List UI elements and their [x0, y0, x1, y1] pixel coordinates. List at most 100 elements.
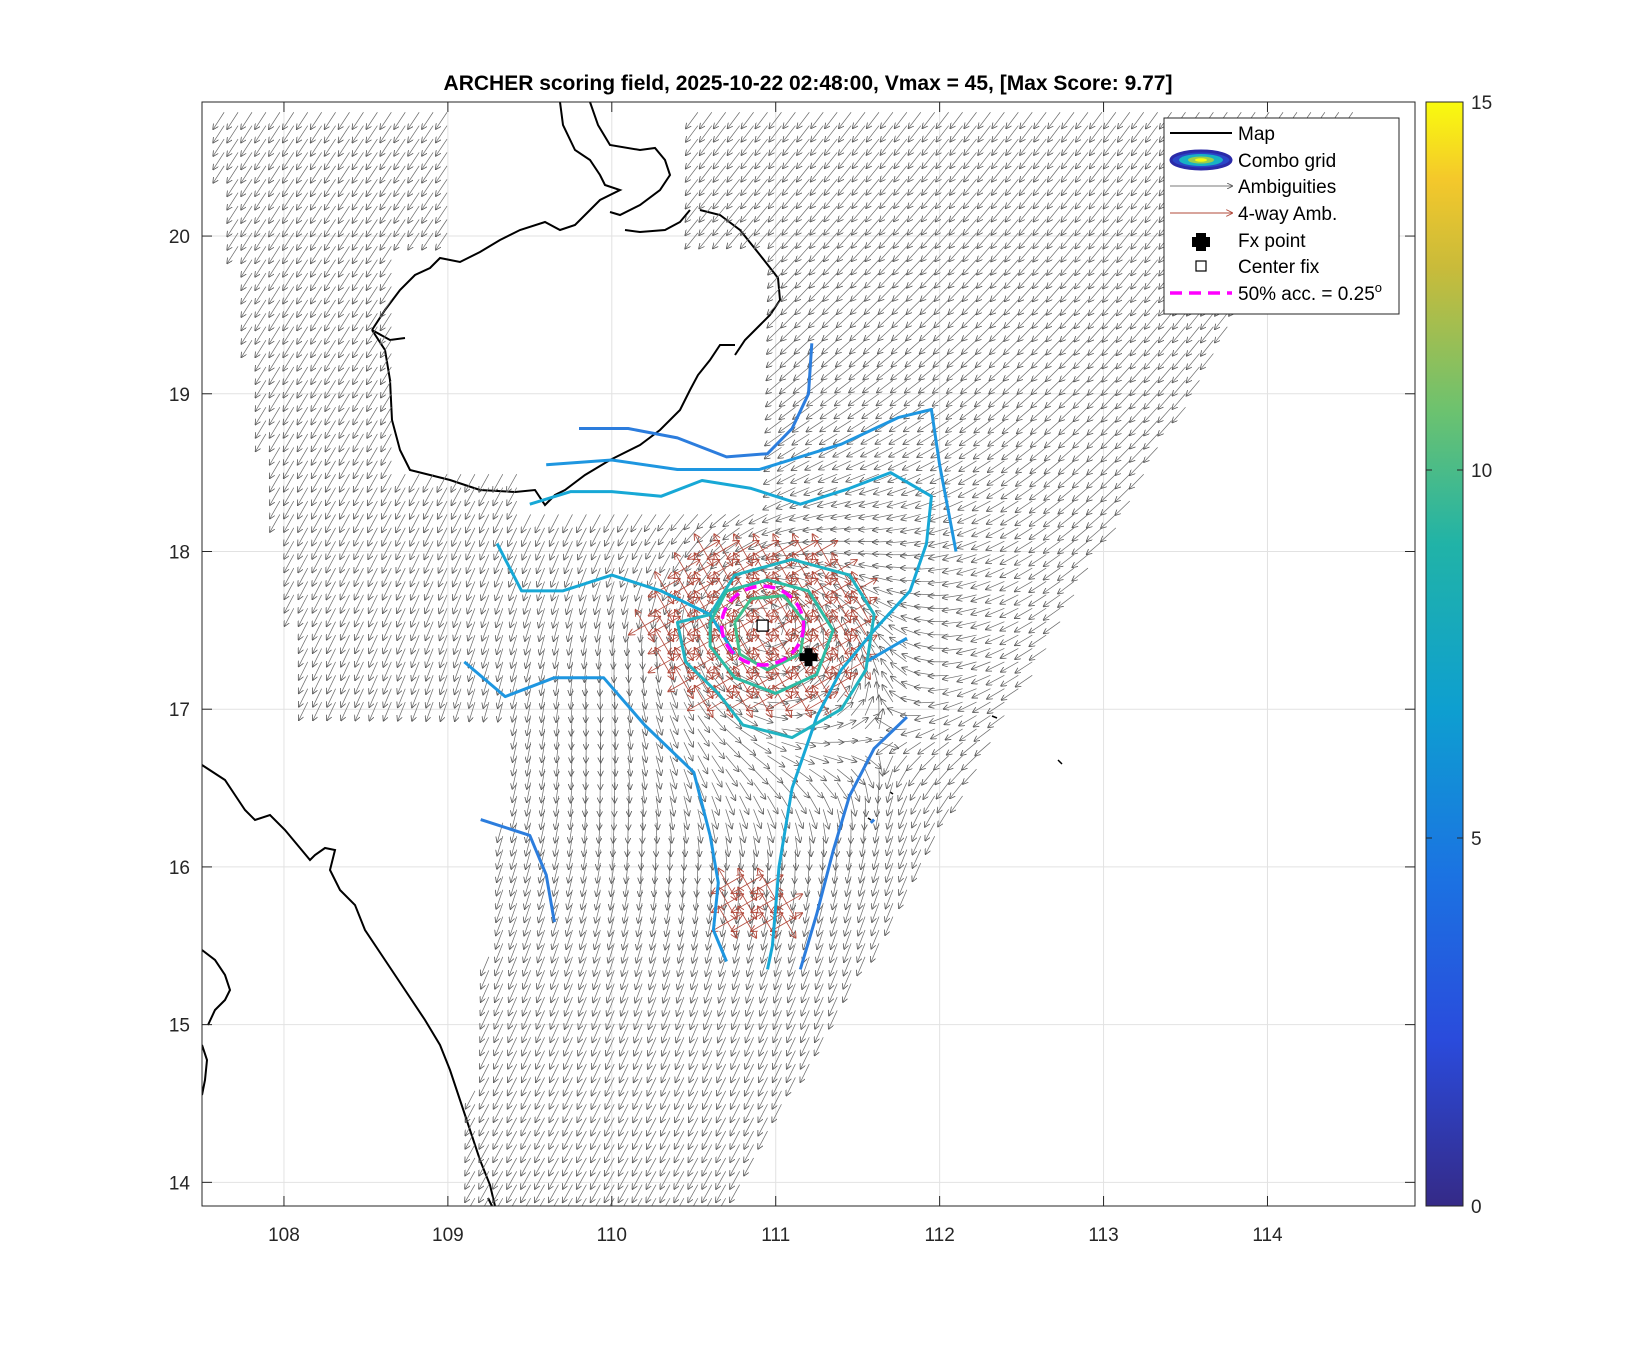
ambiguity-arrow: [759, 1077, 768, 1095]
ambiguity-arrow: [480, 1090, 490, 1109]
ambiguity-arrow: [689, 1063, 699, 1082]
ambiguity-arrow: [550, 1090, 559, 1109]
ambiguity-arrow: [494, 1090, 504, 1109]
ambiguity-arrow: [647, 1117, 657, 1136]
ambiguity-arrow: [537, 1010, 545, 1028]
ambiguity-arrow: [732, 996, 740, 1016]
ambiguity-arrow: [702, 1184, 713, 1202]
ambiguity-arrow: [647, 1077, 657, 1095]
ambiguity-arrow: [578, 1050, 587, 1069]
ambiguity-arrow: [565, 1010, 573, 1028]
ambiguity-arrow: [619, 1104, 629, 1122]
ambiguity-arrow: [619, 1117, 629, 1136]
ambiguity-arrow: [550, 1050, 559, 1069]
ambiguity-arrow: [523, 1010, 531, 1028]
ambiguity-arrow: [786, 1077, 796, 1095]
legend-combo-label: Combo grid: [1238, 151, 1336, 172]
ambiguity-arrow: [619, 1171, 629, 1189]
ambiguity-arrow: [563, 1144, 573, 1162]
ambiguity-arrow: [675, 1144, 685, 1162]
ambiguity-arrow: [592, 1050, 601, 1069]
ambiguity-arrow: [577, 1117, 587, 1136]
ambiguity-arrow: [465, 1144, 476, 1162]
ambiguity-arrow: [758, 1130, 768, 1149]
ambiguity-arrow: [605, 1157, 615, 1176]
ambiguity-arrow: [759, 1037, 768, 1055]
ambiguity-arrow: [591, 1184, 601, 1202]
ambiguity-arrow: [578, 1077, 587, 1095]
ambiguity-arrow: [494, 1104, 504, 1122]
ambiguity-arrow: [731, 1077, 740, 1095]
fx-point-horizontal: [799, 653, 818, 662]
ambiguity-arrow: [689, 1077, 699, 1095]
ambiguity-arrow: [549, 1144, 559, 1162]
ambiguity-arrow: [549, 1104, 559, 1122]
ambiguity-arrow: [675, 1077, 685, 1095]
ambiguity-arrow: [605, 1090, 615, 1109]
ambiguity-arrow: [508, 1023, 518, 1042]
ambiguity-arrow: [646, 1184, 657, 1203]
ambiguity-arrow: [564, 1050, 573, 1069]
ambiguity-arrow: [508, 1037, 518, 1055]
ambiguity-arrow: [772, 1090, 782, 1109]
ambiguity-arrow: [647, 1157, 657, 1176]
ambiguity-arrow: [690, 1023, 699, 1042]
ambiguity-arrow: [676, 1023, 685, 1042]
ambiguity-arrow: [494, 1037, 504, 1055]
ambiguity-arrow: [730, 1144, 740, 1162]
ambiguity-arrow: [522, 1050, 531, 1069]
ambiguity-arrow: [661, 1104, 671, 1122]
ambiguity-arrow: [606, 1037, 615, 1055]
ambiguity-arrow: [744, 1117, 754, 1136]
ambiguity-arrow: [606, 1077, 615, 1095]
ambiguity-arrow: [731, 1090, 740, 1109]
ambiguity-arrow: [801, 1037, 810, 1055]
ambiguity-arrow: [788, 996, 796, 1015]
y-tick-label: 20: [169, 227, 190, 248]
ambiguity-arrow: [535, 1104, 545, 1122]
ambiguity-arrow: [674, 1171, 685, 1189]
ambiguity-arrow: [549, 1157, 559, 1176]
ambiguity-arrow: [479, 1117, 490, 1136]
ambiguity-arrow: [702, 1144, 713, 1162]
ambiguity-arrow: [689, 1117, 699, 1136]
ambiguity-arrow: [718, 1037, 727, 1055]
ambiguity-arrow: [759, 1050, 768, 1069]
ambiguity-arrow: [605, 1130, 615, 1149]
ambiguity-arrow: [730, 1184, 740, 1202]
ambiguity-arrow: [689, 1130, 699, 1149]
ambiguity-arrow: [480, 1037, 490, 1055]
ambiguity-arrow: [634, 1063, 643, 1082]
ambiguity-arrow: [815, 996, 824, 1015]
ambiguity-arrow: [593, 1010, 601, 1028]
ambiguity-arrow: [661, 1077, 671, 1095]
ambiguity-arrow: [465, 1157, 476, 1175]
ambiguity-arrow: [690, 1037, 699, 1055]
ambiguity-arrow: [465, 1117, 476, 1136]
ambiguity-arrow: [521, 1117, 531, 1136]
ambiguity-arrow: [521, 1184, 531, 1202]
x-tick-label: 108: [268, 1225, 300, 1246]
ambiguity-arrow: [745, 1063, 754, 1082]
ambiguity-arrow: [494, 1010, 504, 1028]
ambiguity-arrow: [773, 1050, 782, 1069]
ambiguity-arrow: [801, 1010, 810, 1028]
ambiguity-arrow: [787, 1050, 796, 1069]
ambiguity-arrow: [535, 1184, 545, 1202]
ambiguity-arrow: [493, 1157, 504, 1176]
ambiguity-arrow: [702, 1171, 713, 1189]
ambiguity-arrow: [704, 1050, 713, 1069]
ambiguity-arrow: [509, 996, 518, 1015]
ambiguity-arrow: [591, 1157, 601, 1176]
ambiguity-arrow: [661, 1117, 671, 1136]
ambiguity-arrow: [521, 1144, 531, 1162]
colorbar-tick-label: 0: [1471, 1197, 1482, 1218]
ambiguity-arrow: [717, 1050, 727, 1069]
ambiguity-arrow: [494, 1023, 504, 1042]
ambiguity-arrow: [760, 1010, 768, 1028]
ambiguity-arrow: [633, 1117, 643, 1136]
ambiguity-arrow: [693, 1197, 699, 1206]
ambiguity-arrow: [623, 1197, 629, 1206]
ambiguity-arrow: [535, 1171, 545, 1189]
ambiguity-arrow: [495, 996, 504, 1015]
